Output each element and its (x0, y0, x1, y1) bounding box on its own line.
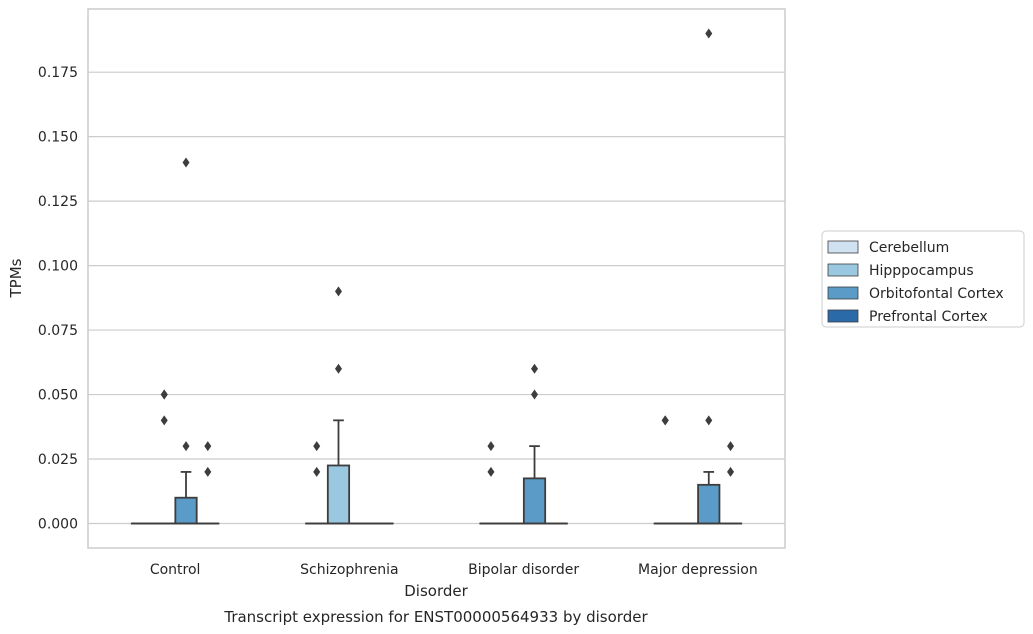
legend-label: Orbitofontal Cortex (869, 286, 1004, 302)
box (196, 441, 220, 525)
y-tick-label: 0.125 (38, 194, 78, 210)
box-body (522, 477, 547, 525)
outlier-point (160, 415, 168, 426)
x-tick-label: Control (150, 562, 201, 578)
outlier-point (661, 415, 669, 426)
outlier-point (334, 363, 342, 374)
y-axis-label: TPMs (7, 258, 25, 298)
y-tick-label: 0.075 (38, 323, 78, 339)
legend: Cerebellum Hipppocampus Orbitofontal Corte… (821, 230, 1025, 328)
box-body (697, 483, 721, 525)
legend-label: Cerebellum (869, 240, 949, 256)
legend-swatch (827, 309, 859, 323)
box (522, 363, 547, 525)
x-tick-label: Schizophrenia (300, 562, 398, 578)
legend-swatch (827, 286, 859, 300)
y-tick-label: 0.025 (38, 452, 78, 468)
box (152, 389, 176, 525)
outlier-point (531, 363, 539, 374)
outlier-point (313, 466, 321, 477)
box (718, 441, 743, 525)
outlier-point (334, 286, 342, 297)
outlier-point (531, 389, 539, 400)
outlier-group (313, 441, 321, 477)
box (697, 28, 721, 525)
y-axis: 0.000 0.025 0.050 0.075 0.100 0.125 0.150 0.175 (38, 65, 78, 532)
outlier-point (160, 389, 168, 400)
y-tick-label: 0.050 (38, 388, 78, 404)
x-tick-label: Major depression (638, 562, 758, 578)
legend-swatch (827, 240, 859, 254)
outlier-group (661, 415, 669, 426)
legend-label: Hipppocampus (869, 263, 974, 279)
y-tick-label: 0.175 (38, 65, 78, 81)
legend-swatch (827, 263, 859, 277)
outlier-point (487, 441, 495, 452)
y-tick-label: 0.000 (38, 517, 78, 533)
x-axis: Control Schizophrenia Bipolar disorder Majo… (150, 562, 758, 578)
x-tick-label: Bipolar disorder (468, 562, 579, 578)
outlier-point (705, 415, 713, 426)
box (174, 157, 198, 525)
plot-area (130, 28, 743, 525)
outlier-point (727, 466, 735, 477)
box-body (174, 496, 198, 525)
outlier-group (487, 441, 495, 477)
legend-frame (821, 230, 1025, 328)
outlier-point (182, 157, 190, 168)
box (326, 286, 351, 525)
outlier-point (313, 441, 321, 452)
outlier-point (487, 466, 495, 477)
box-body (326, 464, 351, 525)
outlier-point (727, 441, 735, 452)
chart-title: Transcript expression for ENST0000056493… (223, 608, 648, 626)
x-axis-label: Disorder (404, 582, 468, 600)
outlier-point (705, 28, 713, 39)
plot-frame (87, 8, 786, 549)
y-tick-label: 0.100 (38, 259, 78, 275)
outlier-point (204, 466, 212, 477)
y-tick-label: 0.150 (38, 130, 78, 146)
outlier-point (204, 441, 212, 452)
legend-label: Prefrontal Cortex (869, 309, 988, 325)
outlier-point (182, 441, 190, 452)
